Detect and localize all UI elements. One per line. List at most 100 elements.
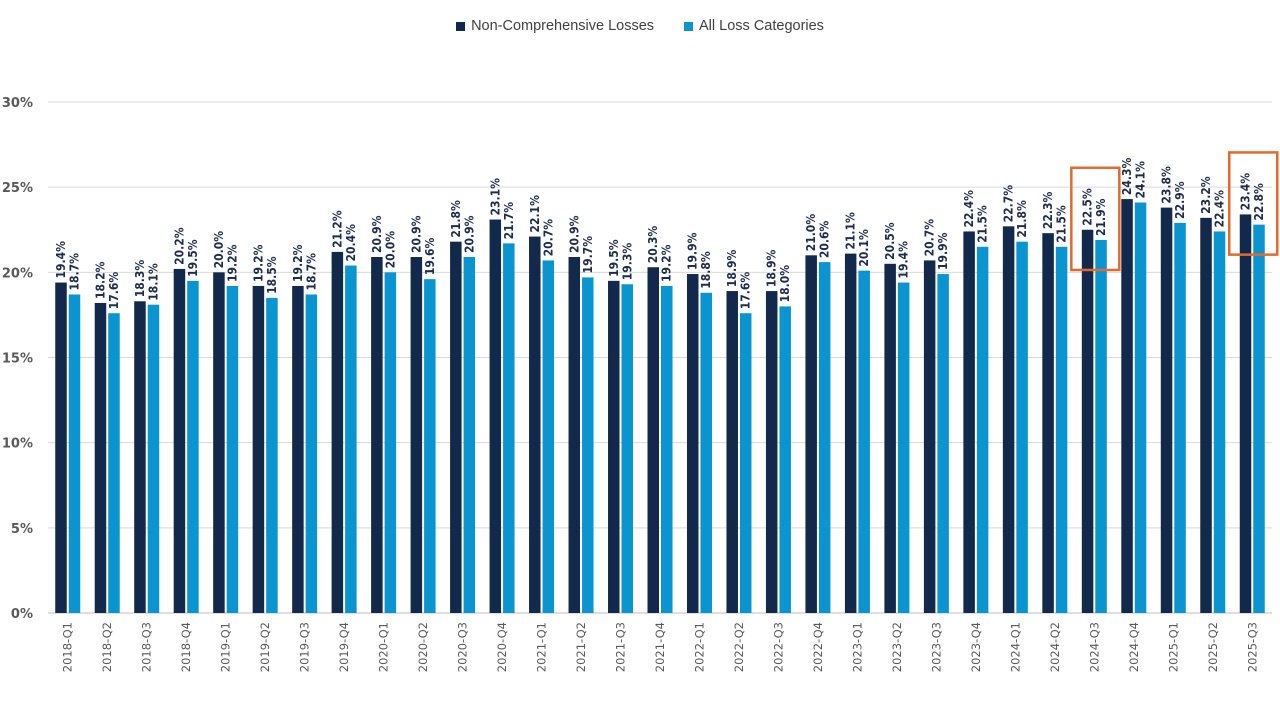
- data-label: 19.4%: [54, 241, 68, 279]
- bar[interactable]: [582, 277, 594, 613]
- bar[interactable]: [252, 285, 265, 613]
- data-label: 22.5%: [1081, 188, 1095, 226]
- bar[interactable]: [1016, 241, 1028, 613]
- bar[interactable]: [726, 291, 738, 613]
- bar[interactable]: [292, 285, 304, 613]
- bar[interactable]: [424, 279, 436, 613]
- data-label: 19.3%: [620, 243, 634, 281]
- bar[interactable]: [858, 270, 870, 613]
- data-label: 20.0%: [212, 231, 226, 269]
- bar[interactable]: [226, 285, 239, 613]
- data-label: 18.7%: [67, 253, 81, 291]
- data-label: 17.6%: [739, 272, 753, 310]
- x-tick-label: 2021-Q2: [574, 622, 588, 672]
- highlight-box: [1228, 151, 1279, 256]
- bar[interactable]: [976, 246, 989, 614]
- data-label: 21.5%: [1055, 205, 1069, 243]
- bar[interactable]: [937, 274, 949, 613]
- bar[interactable]: [173, 268, 186, 613]
- x-tick-label: 2023-Q2: [890, 622, 904, 672]
- bar[interactable]: [1134, 202, 1147, 613]
- bar[interactable]: [1213, 231, 1226, 613]
- bar[interactable]: [568, 257, 581, 613]
- bar[interactable]: [1055, 246, 1068, 614]
- bar[interactable]: [1095, 239, 1107, 613]
- bar[interactable]: [661, 285, 673, 613]
- bar[interactable]: [542, 260, 555, 613]
- chart-legend: Non-Comprehensive Losses All Loss Catego…: [0, 18, 1280, 34]
- bar[interactable]: [647, 267, 660, 613]
- data-label: 21.8%: [449, 200, 463, 238]
- bar[interactable]: [1200, 217, 1212, 613]
- bar[interactable]: [384, 272, 397, 613]
- bar[interactable]: [686, 274, 699, 613]
- data-label: 19.2%: [225, 244, 239, 282]
- data-label: 21.5%: [976, 205, 990, 243]
- bar[interactable]: [700, 292, 712, 613]
- bar[interactable]: [1253, 224, 1265, 613]
- y-tick-label: 5%: [11, 522, 33, 537]
- bar[interactable]: [305, 294, 318, 613]
- x-tick-label: 2021-Q1: [535, 622, 549, 672]
- bar[interactable]: [410, 257, 423, 613]
- bar[interactable]: [134, 301, 146, 613]
- bar[interactable]: [779, 306, 791, 613]
- data-label: 20.5%: [883, 222, 897, 260]
- bar[interactable]: [489, 219, 502, 613]
- bar[interactable]: [187, 280, 199, 613]
- bar[interactable]: [1121, 199, 1133, 613]
- data-label: 21.0%: [804, 214, 818, 252]
- bar[interactable]: [1002, 226, 1015, 614]
- x-tick-label: 2022-Q4: [811, 622, 825, 672]
- data-label: 20.9%: [370, 215, 384, 253]
- bar[interactable]: [897, 282, 910, 613]
- bar[interactable]: [818, 262, 831, 613]
- bar[interactable]: [55, 282, 67, 613]
- bar[interactable]: [94, 302, 107, 613]
- bar[interactable]: [147, 304, 160, 613]
- data-label: 23.1%: [488, 178, 502, 216]
- bar[interactable]: [739, 313, 752, 613]
- bar[interactable]: [213, 272, 225, 613]
- data-label: 22.4%: [1213, 190, 1227, 228]
- bar[interactable]: [1081, 229, 1094, 613]
- bar[interactable]: [463, 257, 476, 613]
- bar[interactable]: [1174, 222, 1186, 614]
- bar[interactable]: [331, 251, 344, 614]
- bar[interactable]: [1239, 214, 1252, 614]
- legend-item-non-comprehensive[interactable]: Non-Comprehensive Losses: [456, 18, 654, 34]
- bar[interactable]: [1042, 233, 1054, 613]
- bar[interactable]: [765, 291, 778, 613]
- data-label: 19.4%: [897, 241, 911, 279]
- data-label: 18.0%: [778, 265, 792, 303]
- bar[interactable]: [450, 241, 462, 613]
- x-tick-label: 2023-Q4: [969, 622, 983, 672]
- bar[interactable]: [108, 313, 120, 613]
- x-tick-label: 2019-Q4: [337, 622, 351, 672]
- bar[interactable]: [923, 260, 936, 613]
- x-tick-label: 2023-Q3: [929, 622, 943, 672]
- data-label: 18.8%: [699, 251, 713, 289]
- bar[interactable]: [345, 265, 357, 613]
- bar[interactable]: [608, 280, 620, 613]
- x-tick-label: 2020-Q1: [377, 622, 391, 672]
- bar[interactable]: [621, 284, 634, 613]
- bar[interactable]: [1160, 207, 1173, 613]
- data-label: 18.7%: [304, 253, 318, 291]
- legend-item-all-loss[interactable]: All Loss Categories: [684, 18, 824, 34]
- data-label: 19.7%: [581, 236, 595, 274]
- bar[interactable]: [963, 231, 975, 613]
- data-label: 21.9%: [1094, 198, 1108, 236]
- x-tick-label: 2024-Q1: [1008, 622, 1022, 672]
- bar[interactable]: [805, 255, 817, 614]
- bar[interactable]: [266, 297, 278, 613]
- bar[interactable]: [529, 236, 541, 613]
- x-tick-label: 2020-Q2: [416, 622, 430, 672]
- bar[interactable]: [503, 243, 515, 614]
- bar[interactable]: [68, 294, 81, 613]
- bar[interactable]: [884, 263, 896, 613]
- data-label: 19.6%: [423, 238, 437, 276]
- bar[interactable]: [371, 257, 383, 613]
- bar[interactable]: [844, 253, 857, 613]
- data-label: 20.2%: [172, 227, 186, 265]
